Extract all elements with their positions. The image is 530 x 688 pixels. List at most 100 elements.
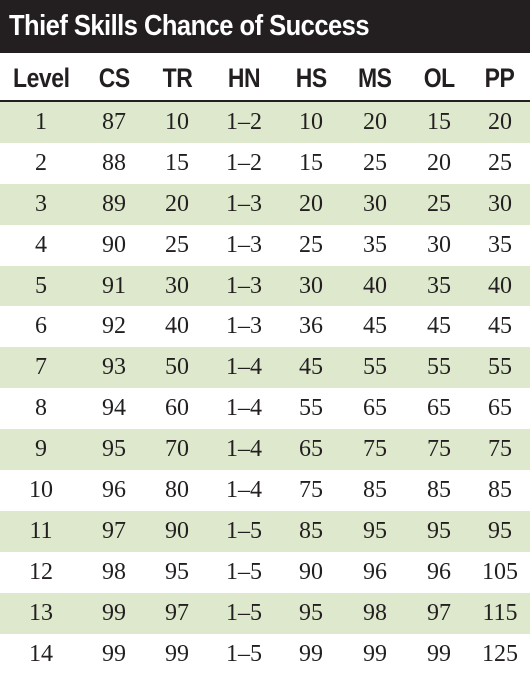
cell-hn: 1–2: [208, 101, 280, 143]
cell-level: 4: [0, 225, 82, 266]
cell-pp: 85: [470, 470, 530, 511]
cell-pp: 115: [470, 593, 530, 634]
cell-ol: 97: [408, 593, 470, 634]
cell-tr: 70: [146, 429, 208, 470]
cell-pp: 20: [470, 101, 530, 143]
table-row: 7 93 50 1–4 45 55 55 55: [0, 347, 530, 388]
cell-cs: 95: [82, 429, 146, 470]
cell-tr: 50: [146, 347, 208, 388]
cell-ol: 15: [408, 101, 470, 143]
cell-level: 10: [0, 470, 82, 511]
cell-hn: 1–5: [208, 511, 280, 552]
cell-hs: 45: [280, 347, 342, 388]
column-header-cs: CS: [82, 56, 146, 101]
thief-skills-table: Level CS TR HN HS MS OL PP 1 87 10 1–2 10 20 1…: [0, 56, 530, 674]
cell-level: 5: [0, 266, 82, 307]
cell-pp: 25: [470, 143, 530, 184]
table-row: 4 90 25 1–3 25 35 30 35: [0, 225, 530, 266]
cell-level: 6: [0, 306, 82, 347]
cell-tr: 10: [146, 101, 208, 143]
cell-hs: 85: [280, 511, 342, 552]
cell-hs: 36: [280, 306, 342, 347]
table-row: 12 98 95 1–5 90 96 96 105: [0, 552, 530, 593]
cell-ms: 65: [342, 388, 408, 429]
cell-cs: 88: [82, 143, 146, 184]
cell-cs: 97: [82, 511, 146, 552]
cell-pp: 125: [470, 634, 530, 675]
table-row: 14 99 99 1–5 99 99 99 125: [0, 634, 530, 675]
cell-hs: 15: [280, 143, 342, 184]
cell-cs: 94: [82, 388, 146, 429]
cell-pp: 105: [470, 552, 530, 593]
cell-cs: 91: [82, 266, 146, 307]
cell-pp: 35: [470, 225, 530, 266]
cell-tr: 30: [146, 266, 208, 307]
cell-ol: 20: [408, 143, 470, 184]
cell-hn: 1–3: [208, 184, 280, 225]
column-header-pp: PP: [470, 56, 530, 101]
table-row: 6 92 40 1–3 36 45 45 45: [0, 306, 530, 347]
column-header-hs: HS: [280, 56, 342, 101]
cell-tr: 20: [146, 184, 208, 225]
cell-hs: 75: [280, 470, 342, 511]
cell-tr: 40: [146, 306, 208, 347]
table-row: 11 97 90 1–5 85 95 95 95: [0, 511, 530, 552]
cell-hn: 1–4: [208, 429, 280, 470]
cell-hn: 1–4: [208, 470, 280, 511]
column-header-ol: OL: [408, 56, 470, 101]
cell-cs: 89: [82, 184, 146, 225]
cell-pp: 75: [470, 429, 530, 470]
table-body: 1 87 10 1–2 10 20 15 20 2 88 15 1–2 15 25 20 25 3 89 20 1–3…: [0, 101, 530, 674]
cell-hs: 10: [280, 101, 342, 143]
cell-cs: 87: [82, 101, 146, 143]
cell-level: 9: [0, 429, 82, 470]
column-header-tr: TR: [146, 56, 208, 101]
column-header-level: Level: [0, 56, 82, 101]
cell-level: 1: [0, 101, 82, 143]
cell-ms: 25: [342, 143, 408, 184]
cell-ms: 30: [342, 184, 408, 225]
cell-pp: 95: [470, 511, 530, 552]
cell-hs: 55: [280, 388, 342, 429]
cell-hn: 1–4: [208, 388, 280, 429]
cell-ms: 85: [342, 470, 408, 511]
cell-level: 14: [0, 634, 82, 675]
cell-hn: 1–4: [208, 347, 280, 388]
column-header-ms: MS: [342, 56, 408, 101]
cell-tr: 15: [146, 143, 208, 184]
cell-ol: 65: [408, 388, 470, 429]
cell-cs: 92: [82, 306, 146, 347]
table-row: 9 95 70 1–4 65 75 75 75: [0, 429, 530, 470]
cell-hn: 1–3: [208, 306, 280, 347]
cell-ol: 35: [408, 266, 470, 307]
cell-ms: 99: [342, 634, 408, 675]
cell-level: 11: [0, 511, 82, 552]
cell-hn: 1–5: [208, 634, 280, 675]
cell-cs: 93: [82, 347, 146, 388]
cell-tr: 90: [146, 511, 208, 552]
cell-pp: 40: [470, 266, 530, 307]
cell-hs: 65: [280, 429, 342, 470]
cell-cs: 96: [82, 470, 146, 511]
cell-level: 3: [0, 184, 82, 225]
cell-level: 7: [0, 347, 82, 388]
cell-cs: 98: [82, 552, 146, 593]
cell-ol: 85: [408, 470, 470, 511]
cell-cs: 99: [82, 634, 146, 675]
cell-ol: 25: [408, 184, 470, 225]
cell-ms: 95: [342, 511, 408, 552]
title-bar: Thief Skills Chance of Success: [0, 0, 530, 53]
cell-tr: 25: [146, 225, 208, 266]
cell-ol: 75: [408, 429, 470, 470]
cell-hs: 25: [280, 225, 342, 266]
cell-tr: 80: [146, 470, 208, 511]
cell-level: 8: [0, 388, 82, 429]
cell-ms: 20: [342, 101, 408, 143]
cell-ms: 75: [342, 429, 408, 470]
table-title: Thief Skills Chance of Success: [9, 10, 369, 43]
table-row: 8 94 60 1–4 55 65 65 65: [0, 388, 530, 429]
cell-ol: 55: [408, 347, 470, 388]
cell-hn: 1–3: [208, 225, 280, 266]
cell-hs: 90: [280, 552, 342, 593]
cell-ol: 30: [408, 225, 470, 266]
